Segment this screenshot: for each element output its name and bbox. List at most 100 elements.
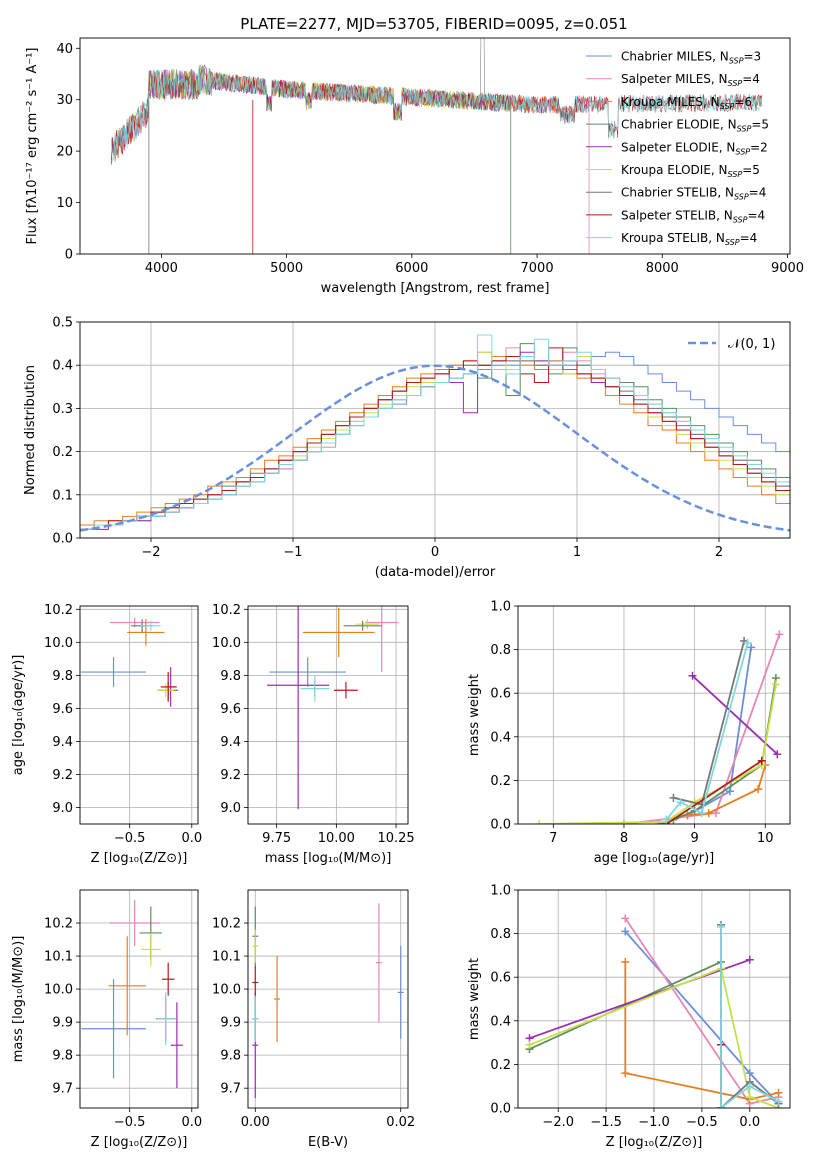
x-tick-label: 8 bbox=[620, 831, 628, 846]
x-axis-label: (data-model)/error bbox=[375, 565, 496, 580]
y-axis-label: mass [log₁₀(M/M⊙)] bbox=[11, 936, 26, 1063]
mass-weight-vs-metallicity-panel: −2.0 −1.5 −1.0 −0.5 0.0 0.0 0.2 0.4 0.6 0.8 1.0 Z [… bbox=[467, 884, 791, 1150]
weight-series bbox=[539, 684, 777, 824]
weight-lines bbox=[535, 630, 784, 824]
x-axis-label: Z [log₁₀(Z/Z⊙)] bbox=[91, 851, 188, 866]
y-tick-label: 20 bbox=[56, 145, 73, 160]
plus-marker bbox=[773, 750, 782, 759]
x-axis-label: Z [log₁₀(Z/Z⊙)] bbox=[91, 1135, 188, 1150]
x-tick-label: 7 bbox=[549, 831, 557, 846]
x-tick-label: 8000 bbox=[646, 261, 679, 276]
plus-marker bbox=[621, 1069, 630, 1078]
y-tick-label: 10.0 bbox=[44, 983, 73, 998]
y-tick-label: 9.8 bbox=[220, 669, 241, 684]
spectrum-line bbox=[111, 69, 763, 165]
plus-marker bbox=[688, 671, 697, 680]
y-tick-label: 9.4 bbox=[220, 735, 241, 750]
plus-marker bbox=[775, 630, 784, 639]
legend: Chabrier MILES, NSSP=3 Salpeter MILES, NS… bbox=[586, 50, 769, 247]
y-tick-label: 0.5 bbox=[52, 316, 73, 331]
plus-marker bbox=[745, 955, 754, 964]
x-tick-label: −2.0 bbox=[542, 1115, 574, 1130]
age-vs-mass-panel: 9.75 10.00 10.25 9.0 9.2 9.4 9.6 9.8 10.0 10.2 mas… bbox=[212, 603, 415, 866]
plus-marker bbox=[676, 798, 685, 807]
weight-series bbox=[687, 764, 767, 817]
plus-marker bbox=[525, 1040, 534, 1049]
plot-frame bbox=[247, 605, 409, 825]
plot-frame bbox=[79, 605, 199, 825]
plus-marker bbox=[771, 680, 780, 689]
y-tick-label: 10.1 bbox=[44, 950, 73, 965]
y-tick-label: 9.0 bbox=[220, 801, 241, 816]
y-tick-label: 0.8 bbox=[490, 927, 511, 942]
x-tick-label: 4000 bbox=[145, 261, 178, 276]
x-tick-label: 6000 bbox=[395, 261, 428, 276]
mass-weight-vs-age-panel: 7 8 9 10 0.0 0.2 0.4 0.6 0.8 1.0 age [log₁₀(age/yr… bbox=[467, 600, 791, 866]
y-axis-label: mass weight bbox=[467, 674, 482, 756]
plus-marker bbox=[697, 809, 706, 818]
x-tick-label: 10.00 bbox=[318, 831, 355, 846]
weight-lines bbox=[525, 914, 783, 1108]
legend-entry: Kroupa STELIB, NSSP=4 bbox=[621, 231, 757, 247]
histogram-series bbox=[80, 347, 790, 538]
error-bars bbox=[81, 899, 184, 1089]
y-tick-label: 30 bbox=[56, 93, 73, 108]
plus-marker bbox=[743, 639, 752, 648]
spectrum-panel: 4000 5000 6000 7000 8000 9000 0 10 20 30 40 wavelen… bbox=[25, 37, 804, 296]
weight-series bbox=[529, 967, 779, 1108]
legend-entry: Kroupa MILES, NSSP=6 bbox=[621, 95, 752, 111]
x-tick-label: −2 bbox=[141, 545, 160, 560]
residual-histogram-panel: −2 −1 0 1 2 0.0 0.1 0.2 0.3 0.4 0.5 (data-model)/er… bbox=[23, 316, 791, 580]
x-tick-label: 0 bbox=[431, 545, 439, 560]
y-tick-label: 0.0 bbox=[490, 818, 511, 833]
y-tick-label: 0.8 bbox=[490, 643, 511, 658]
y-tick-label: 10.0 bbox=[212, 983, 241, 998]
x-tick-label: 10.25 bbox=[377, 831, 414, 846]
plus-marker bbox=[717, 923, 726, 932]
y-tick-label: 40 bbox=[56, 42, 73, 57]
plot-frame bbox=[247, 889, 409, 1109]
legend-entry: 𝒩(0, 1) bbox=[728, 337, 775, 352]
x-axis-label: mass [log₁₀(M/M⊙)] bbox=[265, 851, 392, 866]
y-tick-label: 9.8 bbox=[52, 1049, 73, 1064]
x-axis-label: Z [log₁₀(Z/Z⊙)] bbox=[606, 1135, 703, 1150]
y-tick-label: 9.6 bbox=[52, 702, 73, 717]
mass-vs-ebv-panel: 0.00 0.02 9.7 9.8 9.9 10.0 10.1 10.2 E(B-V) bbox=[212, 889, 415, 1150]
y-tick-label: 10.2 bbox=[212, 603, 241, 618]
mass-vs-metallicity-panel: −0.5 0.0 9.7 9.8 9.9 10.0 10.1 10.2 Z [log₁₀(Z/Z… bbox=[11, 889, 202, 1150]
y-tick-label: 0.6 bbox=[490, 687, 511, 702]
weight-series bbox=[529, 958, 751, 1040]
error-bars bbox=[81, 617, 179, 707]
y-tick-label: 0.3 bbox=[52, 402, 73, 417]
plot-frame bbox=[79, 321, 791, 539]
x-tick-label: 2 bbox=[715, 545, 723, 560]
weight-series bbox=[665, 760, 763, 824]
weight-series bbox=[665, 642, 749, 821]
x-axis-label: age [log₁₀(age/yr)] bbox=[594, 851, 715, 866]
y-tick-label: 10.0 bbox=[212, 636, 241, 651]
x-tick-label: 5000 bbox=[270, 261, 303, 276]
legend-entry: Chabrier ELODIE, NSSP=5 bbox=[621, 118, 769, 134]
y-tick-label: 0.4 bbox=[490, 1014, 511, 1029]
x-axis-label: E(B-V) bbox=[308, 1135, 348, 1150]
histogram-series bbox=[80, 334, 790, 538]
plus-marker bbox=[774, 1088, 783, 1097]
x-tick-label: −1 bbox=[283, 545, 302, 560]
x-tick-label: −1.5 bbox=[590, 1115, 622, 1130]
x-axis-label: wavelength [Angstrom, rest frame] bbox=[321, 281, 550, 296]
plus-marker bbox=[621, 914, 630, 923]
error-bars bbox=[267, 606, 399, 810]
y-tick-label: 0.6 bbox=[490, 971, 511, 986]
y-tick-label: 9.9 bbox=[220, 1016, 241, 1031]
gaussian-curve bbox=[80, 364, 790, 532]
histograms bbox=[80, 334, 790, 538]
weight-series bbox=[624, 961, 779, 1101]
spectrum-line bbox=[111, 66, 763, 162]
plus-marker bbox=[535, 820, 544, 824]
plus-marker bbox=[669, 793, 678, 802]
plot-frame bbox=[79, 37, 791, 255]
legend-entry: Salpeter MILES, NSSP=4 bbox=[621, 72, 760, 88]
y-tick-label: 10.2 bbox=[44, 603, 73, 618]
x-tick-label: 0.02 bbox=[386, 1115, 415, 1130]
